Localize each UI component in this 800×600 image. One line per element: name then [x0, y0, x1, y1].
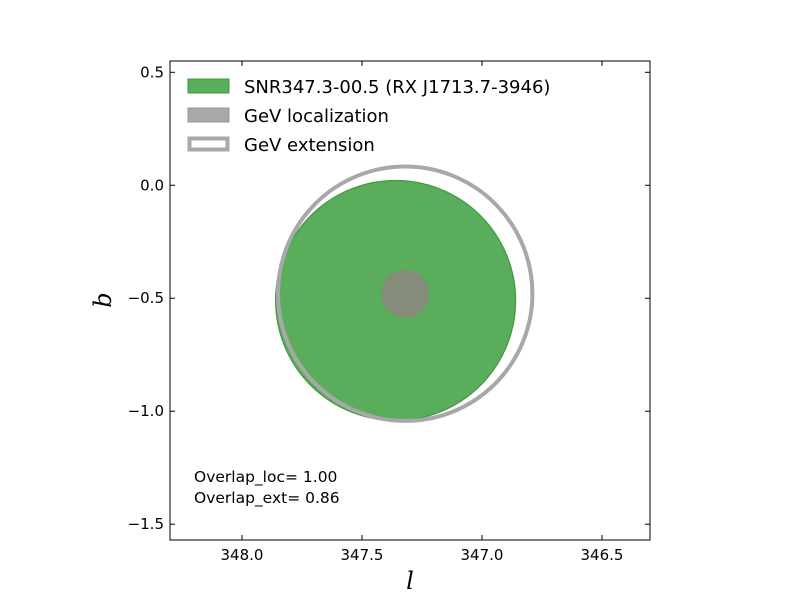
- gev-localization-circle: [381, 269, 430, 318]
- data-circles: [275, 164, 535, 423]
- legend-swatch: [187, 78, 230, 94]
- x-axis-label: l: [406, 567, 414, 595]
- gev-extension-circle: [276, 164, 535, 423]
- axis-ticks: 348.0 347.5 347.0 346.5 0.5 0.0 −0.5 −1.0 −1.5: [128, 61, 650, 564]
- legend-swatch: [187, 107, 230, 123]
- y-tick-label: −1.0: [128, 402, 164, 420]
- y-tick-label: 0.5: [140, 63, 164, 81]
- x-tick-label: 348.0: [221, 546, 264, 564]
- legend-label: GeV extension: [244, 135, 375, 156]
- plot-frame: [169, 60, 651, 541]
- y-tick-label: −1.5: [128, 515, 164, 533]
- legend-swatch: [187, 136, 230, 152]
- legend-label: SNR347.3-00.5 (RX J1713.7-3946): [244, 77, 550, 98]
- legend: SNR347.3-00.5 (RX J1713.7-3946) GeV local…: [187, 77, 550, 156]
- overlap-ext-annotation: Overlap_ext= 0.86: [194, 489, 340, 508]
- legend-label: GeV localization: [244, 106, 389, 127]
- y-tick-label: 0.0: [140, 176, 164, 194]
- y-tick-label: −0.5: [128, 289, 164, 307]
- overlap-loc-annotation: Overlap_loc= 1.00: [194, 468, 337, 487]
- x-tick-label: 347.0: [461, 546, 504, 564]
- y-axis-label: b: [89, 292, 117, 307]
- x-tick-label: 346.5: [581, 546, 624, 564]
- x-tick-label: 347.5: [341, 546, 384, 564]
